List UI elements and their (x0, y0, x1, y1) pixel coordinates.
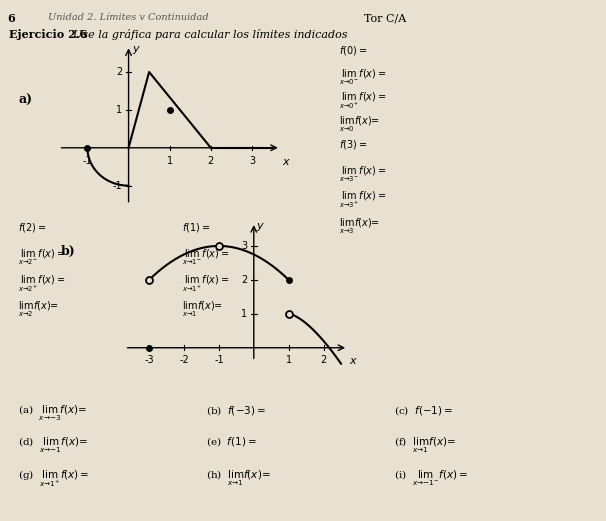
Text: $\lim_{x \to 3} f(x) =$: $\lim_{x \to 3} f(x) =$ (339, 216, 381, 235)
Text: $f(2) =$: $f(2) =$ (18, 221, 47, 234)
Text: 2: 2 (208, 156, 214, 166)
Text: 3: 3 (241, 241, 247, 251)
Text: y: y (256, 220, 263, 230)
Text: x: x (350, 356, 356, 366)
Text: $f(0) =$: $f(0) =$ (339, 44, 368, 57)
Text: y: y (132, 44, 139, 54)
Text: 2: 2 (321, 354, 327, 365)
Text: (a)  $\lim_{x \to -3} f(x) =$: (a) $\lim_{x \to -3} f(x) =$ (18, 404, 88, 424)
Text: (e)  $f(1) =$: (e) $f(1) =$ (206, 435, 257, 448)
Text: $\lim_{x \to 3^+} f(x) =$: $\lim_{x \to 3^+} f(x) =$ (339, 190, 387, 210)
Text: 1: 1 (241, 309, 247, 319)
Text: Use la gráfica para calcular los límites indicados: Use la gráfica para calcular los límites… (73, 29, 347, 40)
Text: $\lim_{x \to 1^+} f(x) =$: $\lim_{x \to 1^+} f(x) =$ (182, 274, 229, 294)
Text: Unidad 2. Límites v Continuidad: Unidad 2. Límites v Continuidad (48, 13, 209, 22)
Text: $f(3) =$: $f(3) =$ (339, 138, 368, 151)
Text: 3: 3 (249, 156, 255, 166)
Text: (b)  $f(-3) =$: (b) $f(-3) =$ (206, 404, 266, 417)
Text: -2: -2 (179, 354, 189, 365)
Text: $\lim_{x \to 0} f(x) =$: $\lim_{x \to 0} f(x) =$ (339, 115, 381, 134)
Text: 1: 1 (167, 156, 173, 166)
Text: $\lim_{x \to 2^+} f(x) =$: $\lim_{x \to 2^+} f(x) =$ (18, 274, 65, 294)
Text: 2: 2 (241, 275, 247, 285)
Text: 1: 1 (285, 354, 291, 365)
Text: 6: 6 (7, 13, 15, 24)
Text: (g)  $\lim_{x \to 1^+} f(x) =$: (g) $\lim_{x \to 1^+} f(x) =$ (18, 469, 90, 489)
Text: $\lim_{x \to 1^-} f(x) =$: $\lim_{x \to 1^-} f(x) =$ (182, 247, 229, 267)
Text: -1: -1 (113, 181, 122, 191)
Text: $\lim_{x \to 3^-} f(x) =$: $\lim_{x \to 3^-} f(x) =$ (339, 164, 387, 183)
Text: $\lim_{x \to 0^-} f(x) =$: $\lim_{x \to 0^-} f(x) =$ (339, 68, 387, 87)
Text: -3: -3 (144, 354, 154, 365)
Text: (h)  $\lim_{x \to 1} f(x) =$: (h) $\lim_{x \to 1} f(x) =$ (206, 469, 271, 489)
Text: (c)  $f(-1) =$: (c) $f(-1) =$ (394, 404, 453, 417)
Text: (d)  $\lim_{x \to -1} f(x) =$: (d) $\lim_{x \to -1} f(x) =$ (18, 435, 88, 455)
Text: (i)  $\lim_{x \to -1^-} f(x) =$: (i) $\lim_{x \to -1^-} f(x) =$ (394, 469, 468, 489)
Text: $f(1) =$: $f(1) =$ (182, 221, 210, 234)
Text: Ejercicio 2.6: Ejercicio 2.6 (9, 29, 87, 40)
Text: $\lim_{x \to 0^+} f(x) =$: $\lim_{x \to 0^+} f(x) =$ (339, 91, 387, 111)
Text: Tor C/A: Tor C/A (364, 13, 406, 23)
Text: x: x (283, 157, 290, 167)
Text: -1: -1 (82, 156, 92, 166)
Text: 2: 2 (116, 67, 122, 77)
Text: -1: -1 (214, 354, 224, 365)
Text: $\lim_{x \to 1} f(x) =$: $\lim_{x \to 1} f(x) =$ (182, 300, 223, 319)
Text: 1: 1 (116, 105, 122, 115)
Text: a): a) (18, 94, 32, 107)
Text: (f)  $\lim_{x \to 1} f(x) =$: (f) $\lim_{x \to 1} f(x) =$ (394, 435, 456, 455)
Text: $\lim_{x \to 2^-} f(x) =$: $\lim_{x \to 2^-} f(x) =$ (18, 247, 65, 267)
Text: $\lim_{x \to 2} f(x) =$: $\lim_{x \to 2} f(x) =$ (18, 300, 59, 319)
Text: b): b) (61, 245, 75, 258)
